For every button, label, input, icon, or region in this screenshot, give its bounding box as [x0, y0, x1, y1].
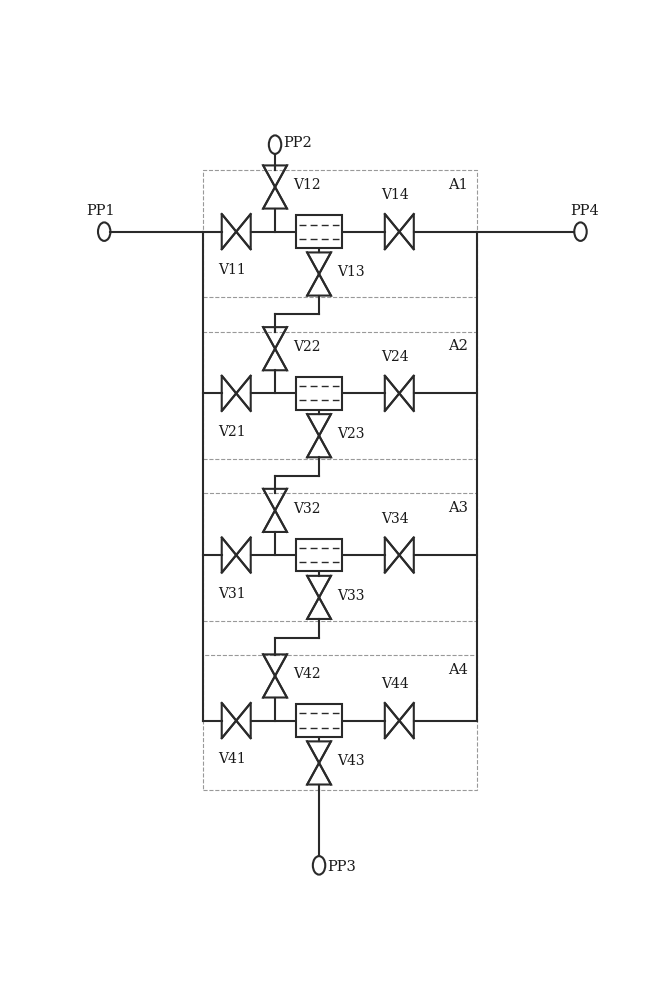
Text: PP4: PP4	[570, 204, 599, 218]
Text: V34: V34	[381, 512, 409, 526]
Bar	[202, 332, 477, 459]
Text: V21: V21	[218, 425, 246, 439]
Text: V41: V41	[218, 752, 246, 766]
Text: PP2: PP2	[283, 136, 311, 150]
Bar	[202, 655, 477, 790]
Text: V23: V23	[337, 427, 364, 441]
Bar	[296, 377, 343, 410]
Bar	[296, 704, 343, 737]
Text: V33: V33	[337, 589, 364, 603]
Text: PP3: PP3	[327, 860, 355, 874]
Text: V13: V13	[337, 265, 364, 279]
Text: A3: A3	[448, 501, 468, 515]
Bar	[296, 539, 343, 571]
Text: V14: V14	[381, 188, 409, 202]
Text: V32: V32	[293, 502, 320, 516]
Text: A4: A4	[448, 663, 468, 677]
Text: V12: V12	[293, 178, 320, 192]
Text: A2: A2	[448, 339, 468, 353]
Bar	[202, 493, 477, 620]
Text: V44: V44	[381, 677, 409, 691]
Text: V31: V31	[218, 587, 246, 601]
Text: V43: V43	[337, 754, 364, 768]
Text: A1: A1	[448, 178, 468, 192]
Bar	[296, 215, 343, 248]
Text: V42: V42	[293, 667, 320, 681]
Text: V22: V22	[293, 340, 320, 354]
Text: V24: V24	[381, 350, 409, 364]
Bar	[202, 170, 477, 297]
Text: V11: V11	[218, 263, 246, 277]
Text: PP1: PP1	[86, 204, 114, 218]
